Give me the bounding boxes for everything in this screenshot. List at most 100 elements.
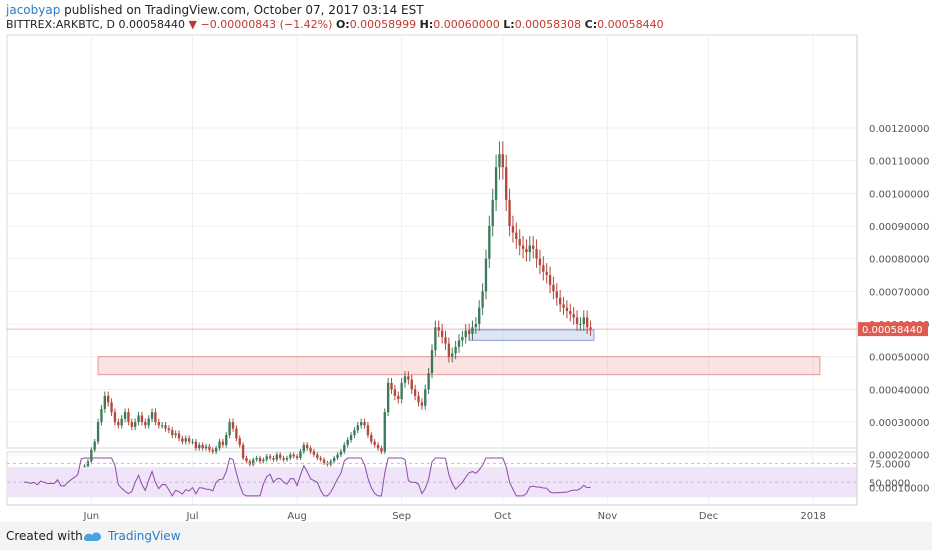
candle-body (413, 389, 417, 396)
candle-body (454, 346, 457, 354)
high-value: 0.00060000 (433, 18, 500, 31)
candle-body (167, 428, 171, 431)
candle-body (589, 327, 592, 330)
candle-body (366, 425, 370, 436)
candle-body (241, 444, 245, 458)
candle-body (218, 441, 221, 449)
candle-body (292, 454, 295, 457)
candle-body (174, 433, 177, 436)
candle-body (538, 258, 542, 266)
candle-body (245, 457, 248, 462)
candle-body (427, 373, 430, 390)
candle-body (424, 389, 427, 406)
candle-body (107, 395, 110, 403)
candle-body (397, 395, 400, 400)
candle-body (258, 457, 262, 462)
candle-body (130, 422, 133, 427)
candle-body (359, 422, 363, 426)
candle-body (508, 199, 511, 227)
price-tick-label: 0.00080000 (869, 255, 929, 266)
candle-body (164, 425, 167, 429)
symbol-label: BITTREX:ARKBTC, D (6, 18, 116, 31)
candle-body (150, 412, 154, 419)
candle-body (225, 435, 228, 445)
zone-box-1 (97, 356, 821, 376)
candle-body (515, 232, 518, 240)
author-link[interactable]: jacobyap (6, 3, 61, 17)
candle-body (93, 441, 96, 450)
candle-body (494, 167, 498, 200)
candle-body (393, 389, 397, 396)
current-price-tag (858, 322, 928, 337)
candle-body (147, 418, 150, 426)
price-tick-label: 0.00090000 (869, 222, 929, 233)
candle-body (464, 330, 467, 338)
candle-body (322, 459, 326, 463)
candle-body (160, 425, 164, 427)
candle-body (363, 422, 366, 426)
candle-body (481, 291, 484, 308)
candle-body (208, 446, 211, 450)
tradingview-brand-link[interactable]: TradingView (108, 529, 181, 543)
date-tick-label: Oct (494, 511, 511, 522)
price-chart[interactable]: 0.00010000 0.00020000 0.00030000 0.00040000… (0, 0, 932, 522)
last-price: 0.00058440 (118, 18, 186, 31)
candle-body (187, 438, 191, 442)
candle-body (579, 324, 582, 326)
candle-body (96, 422, 100, 442)
candle-body (565, 307, 569, 311)
candle-body (420, 402, 424, 406)
candle-body (562, 304, 565, 308)
candle-body (552, 284, 555, 292)
candle-body (285, 457, 289, 460)
candle-body (558, 297, 562, 305)
candle-body (370, 435, 373, 442)
date-tick-label: Aug (287, 511, 307, 522)
candle-body (110, 402, 113, 413)
candle-body (302, 444, 306, 452)
candle-body (498, 154, 501, 168)
candle-body (144, 422, 147, 426)
candle-body (346, 439, 349, 445)
candle-body (306, 444, 309, 449)
date-tick-label: Nov (598, 511, 618, 522)
price-tick-label: 0.00040000 (869, 385, 929, 396)
candle-body (184, 438, 187, 442)
publish-info: jacobyap published on TradingView.com, O… (6, 3, 424, 17)
published-text: published on TradingView.com, October 07… (64, 3, 424, 17)
candle-body (511, 226, 515, 233)
candle-body (181, 438, 184, 442)
candle-body (474, 324, 478, 328)
low-label: L: (503, 18, 515, 31)
created-with-text: Created with (6, 529, 83, 543)
candle-body (133, 422, 137, 427)
candle-body (204, 446, 208, 449)
candle-body (211, 449, 214, 452)
candle-body (228, 422, 231, 436)
candle-body (488, 226, 491, 259)
candle-body (268, 456, 272, 458)
date-tick-label: Jun (83, 511, 100, 522)
candle-body (100, 408, 103, 423)
candle-body (316, 454, 319, 458)
candle-body (329, 461, 332, 465)
candle-body (333, 457, 336, 462)
candle-body (484, 258, 488, 292)
candle-body (471, 327, 474, 334)
price-tick-label: 0.00110000 (869, 157, 929, 168)
candle-body (535, 248, 538, 259)
candle-body (177, 433, 181, 439)
candle-body (380, 448, 383, 452)
candle-body (447, 343, 451, 357)
candle-body (319, 457, 322, 460)
candle-body (383, 412, 386, 452)
candle-body (191, 441, 194, 443)
candle-body (555, 291, 558, 298)
candle-body (157, 422, 160, 426)
candle-body (410, 379, 413, 390)
candle-body (353, 430, 356, 436)
footer-bar: Created with TradingView (0, 522, 932, 550)
candle-body (235, 428, 238, 439)
candle-body (451, 353, 454, 357)
ohlc-legend: BITTREX:ARKBTC, D 0.00058440 ▼ −0.000008… (6, 18, 664, 31)
